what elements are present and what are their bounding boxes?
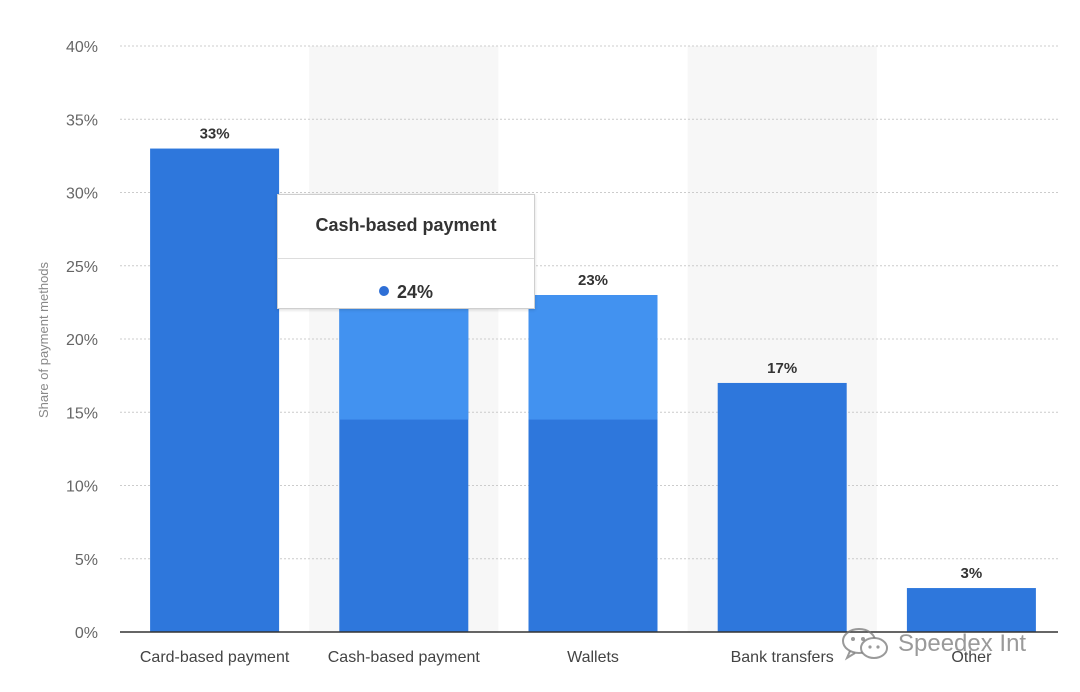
y-tick-label: 5%: [75, 552, 98, 569]
tooltip-divider: [278, 258, 534, 259]
bars: [150, 148, 1036, 633]
y-axis-ticks: 0% 5% 10% 15% 20% 25% 30% 35% 40%: [66, 39, 98, 642]
tooltip-value-row: 24%: [278, 282, 534, 303]
bar[interactable]: [906, 588, 1036, 632]
tooltip-value: 24%: [396, 282, 434, 302]
data-label: 17%: [767, 360, 797, 377]
x-tick-label: Card-based payment: [140, 649, 290, 666]
data-label: 33%: [200, 126, 230, 143]
data-labels: 33% 23% 17% 3%: [200, 126, 983, 582]
x-tick-label: Bank transfers: [731, 649, 834, 666]
y-axis-label: Share of payment methods: [36, 261, 51, 418]
y-tick-label: 30%: [66, 186, 98, 203]
tooltip-title: Cash-based payment: [315, 215, 497, 235]
watermark-text: Speedex Int: [898, 630, 1027, 657]
x-axis-ticks: Card-based payment Cash-based payment Wall…: [140, 649, 992, 666]
y-tick-label: 40%: [66, 39, 98, 56]
x-tick-label: Cash-based payment: [328, 649, 481, 666]
bar[interactable]: [150, 148, 280, 633]
tooltip: Cash-based payment 24%: [277, 194, 535, 309]
x-tick-label: Wallets: [567, 649, 619, 666]
bar-highlight: [528, 295, 658, 420]
y-tick-label: 20%: [66, 332, 98, 349]
y-tick-label: 0%: [75, 625, 98, 642]
y-tick-label: 35%: [66, 112, 98, 129]
data-label: 3%: [961, 565, 983, 582]
bar[interactable]: [717, 382, 847, 632]
wechat-icon: [842, 628, 888, 661]
watermark: Speedex Int: [840, 626, 1026, 662]
y-tick-label: 10%: [66, 479, 98, 496]
series-dot-icon: [378, 286, 389, 296]
x-tick-label: Other: [951, 649, 992, 666]
y-tick-label: 25%: [66, 259, 98, 276]
data-label: 23%: [578, 272, 608, 289]
y-tick-label: 15%: [66, 405, 98, 422]
